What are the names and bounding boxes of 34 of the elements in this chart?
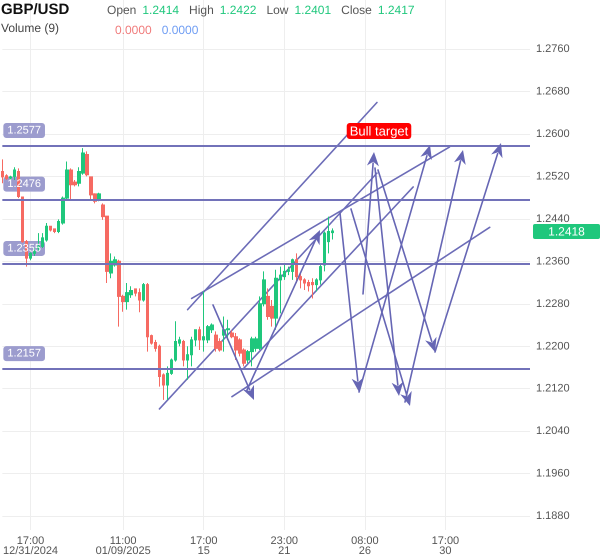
annotation: 1.2414 <box>142 3 180 17</box>
chart-title: GBP/USD <box>1 1 70 18</box>
x-tick-label: 11:00 01/09/2025 <box>96 535 151 557</box>
annotation: 1.2401 <box>294 3 332 17</box>
y-tick-label: 1.2280 <box>536 298 570 310</box>
annotation: Close <box>341 3 372 17</box>
text: Volume (9) <box>1 21 60 35</box>
annotation: Low <box>266 3 289 17</box>
annotation: 0.0000 <box>115 23 152 37</box>
y-tick-label: 1.2600 <box>536 128 570 140</box>
y-tick-label: 1.2040 <box>536 425 570 438</box>
y-tick-label: 1.2680 <box>536 85 570 98</box>
text: 1.2418 <box>548 224 586 239</box>
x-tick-label: 17:00 30 <box>432 535 460 557</box>
annotation: 1.2422 <box>220 3 257 17</box>
annotation: Open <box>107 3 136 17</box>
y-tick-label: 1.2760 <box>536 42 570 55</box>
y-tick-label: 1.2520 <box>536 170 570 182</box>
x-tick-label: 17:00 12/31/2024 <box>2 535 58 557</box>
x-tick-label: 17:00 15 <box>190 535 218 557</box>
y-tick-label: 1.2120 <box>536 382 570 395</box>
annotation: Bull target <box>350 124 409 138</box>
x-tick-label: 08:00 26 <box>351 535 379 557</box>
y-tick-label: 1.2360 <box>536 255 570 268</box>
annotation: 1.2417 <box>378 3 415 17</box>
annotation: 0.0000 <box>162 23 199 37</box>
annotation: High <box>189 3 214 17</box>
ref-line-label: 1.2157 <box>7 348 41 360</box>
y-tick-label: 1.2200 <box>536 340 570 352</box>
y-tick-label: 1.2440 <box>536 212 570 225</box>
ref-line-label: 1.2577 <box>7 124 41 137</box>
y-tick-label: 1.1880 <box>536 510 570 522</box>
y-tick-label: 1.1960 <box>536 468 570 480</box>
x-tick-label: 23:00 21 <box>270 535 298 557</box>
